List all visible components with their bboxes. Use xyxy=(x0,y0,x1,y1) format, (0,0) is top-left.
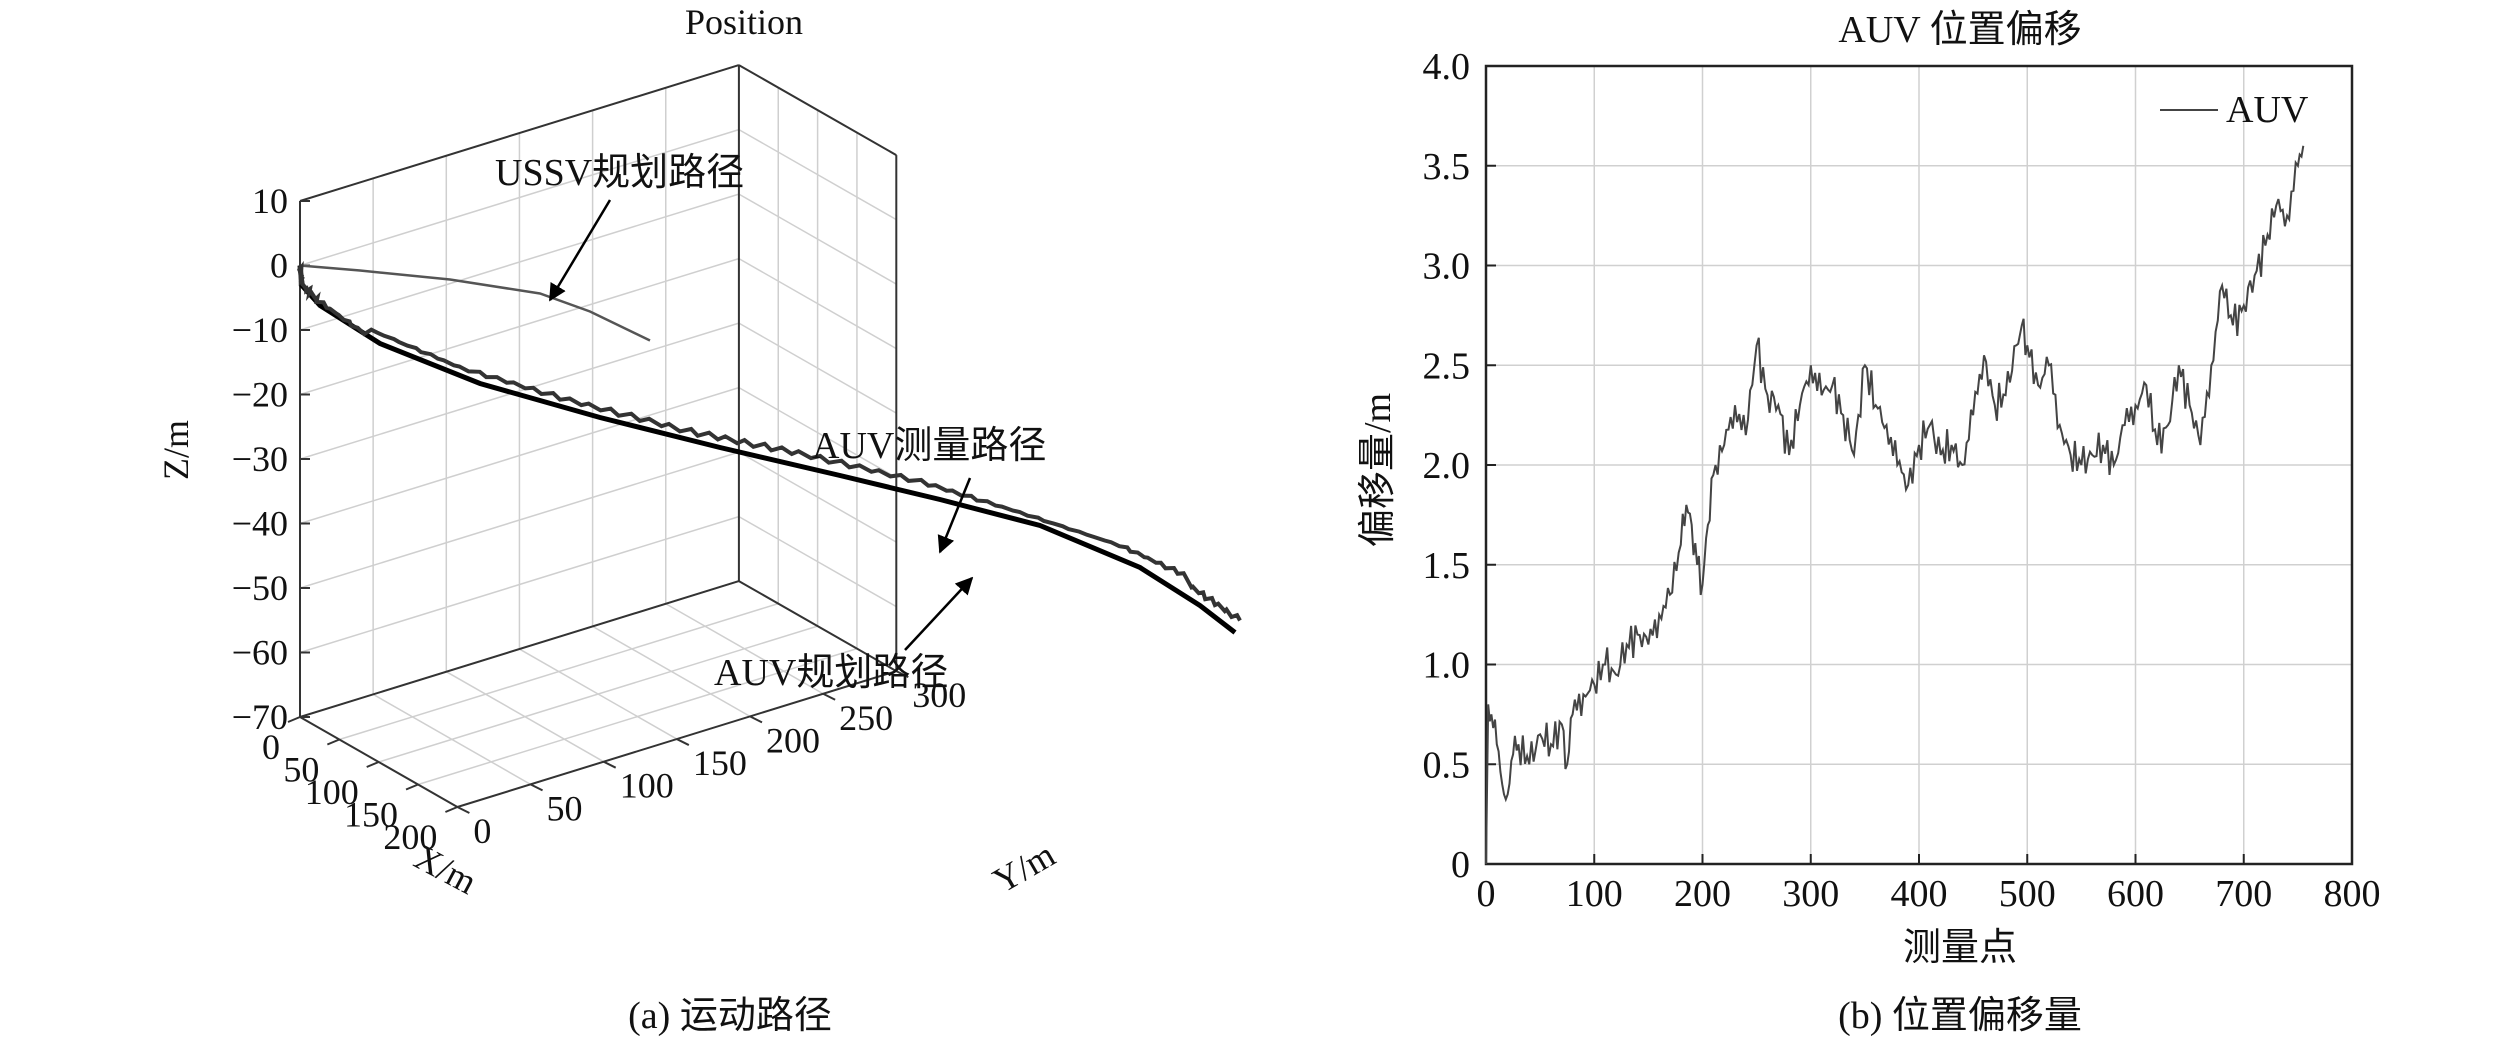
axis-edge xyxy=(738,64,897,156)
annotation-arrow-auv-measured xyxy=(937,477,972,554)
x-tick-mark xyxy=(326,738,340,746)
annotation-auv-planned: AUV规划路径 xyxy=(714,652,948,694)
annotation-arrow-auv-planned xyxy=(904,576,974,651)
2d-tick-labels: 0 100 200 300 400 500 600 700 800 4.0 3.5 3.0 2.5 2.0… xyxy=(1423,46,2381,915)
x-tick-label: 0 xyxy=(1477,873,1496,915)
y-tick-label: 50 xyxy=(547,788,583,828)
x-tick-label: 200 xyxy=(383,817,437,857)
y-tick-label: 300 xyxy=(912,675,966,715)
x-tick-label: 500 xyxy=(1999,873,2056,915)
x-tick-label: 50 xyxy=(283,750,319,790)
x-tick-label: 800 xyxy=(2324,873,2381,915)
y-tick-label: 150 xyxy=(693,743,747,783)
z-tick-label: −50 xyxy=(232,568,288,608)
2d-grid-lines xyxy=(1484,64,2354,866)
x-tick-label: 100 xyxy=(305,772,359,812)
y-tick-mark xyxy=(749,715,763,724)
axis-edge xyxy=(299,580,740,718)
x-tick-label: 0 xyxy=(262,727,280,767)
annotation-ussv: USSV规划路径 xyxy=(495,152,744,194)
y-tick-label: 4.0 xyxy=(1423,46,1471,88)
chart-a-zlabel: Z/m xyxy=(156,420,196,480)
x-tick-mark xyxy=(445,806,458,813)
x-tick-label: 300 xyxy=(1782,873,1839,915)
chart-auv-offset: 0 100 200 300 400 500 600 700 800 4.0 3.5 3.0 2.5 2.0… xyxy=(1357,9,2381,1037)
grid-line xyxy=(372,693,531,786)
y-tick-label: 0.5 xyxy=(1423,744,1471,786)
x-tick-label: 100 xyxy=(1566,873,1623,915)
grid-line xyxy=(665,603,824,695)
series-auv-planned-path xyxy=(297,265,1237,635)
chart-b-title: AUV 位置偏移 xyxy=(1838,9,2081,51)
chart-a-title: Position xyxy=(685,2,803,42)
chart-a-ylabel: Y/m xyxy=(986,834,1061,901)
series-auv-measured-path xyxy=(296,260,1242,622)
3d-annotations: USSV规划路径 AUV测量路径 AUV规划路径 xyxy=(495,152,1046,694)
x-tick-label: 200 xyxy=(1674,873,1731,915)
grid-line xyxy=(519,648,678,740)
x-tick-label: 400 xyxy=(1891,873,1948,915)
x-tick-mark xyxy=(287,716,301,723)
z-tick-label: −60 xyxy=(232,633,288,673)
chart-b-caption: (b) 位置偏移量 xyxy=(1838,995,2082,1037)
chart-b-legend: AUV xyxy=(2160,89,2309,131)
x-tick-mark xyxy=(366,761,380,768)
z-tick-label: −20 xyxy=(232,375,288,415)
series-ussv-planned-path xyxy=(299,264,651,342)
z-tick-label: 0 xyxy=(270,246,288,286)
grid-line xyxy=(592,625,751,718)
x-tick-mark xyxy=(405,783,419,791)
y-tick-mark xyxy=(603,760,617,769)
x-tick-label: 700 xyxy=(2215,873,2272,915)
y-tick-label: 2.5 xyxy=(1423,345,1471,387)
y-tick-label: 1.5 xyxy=(1423,545,1471,587)
z-tick-label: 10 xyxy=(252,181,288,221)
y-tick-label: 2.0 xyxy=(1423,445,1471,487)
3d-axes-box xyxy=(287,64,909,814)
y-tick-mark xyxy=(676,738,690,746)
y-tick-label: 200 xyxy=(766,720,820,760)
series-auv-offset-line xyxy=(1485,145,2305,865)
axis-edge xyxy=(738,580,897,672)
y-tick-label: 0 xyxy=(473,811,491,851)
y-tick-mark xyxy=(530,783,543,792)
y-tick-mark xyxy=(822,692,836,701)
z-tick-label: −70 xyxy=(232,697,288,737)
2d-series-line xyxy=(1485,145,2305,865)
chart-a-caption: (a) 运动路径 xyxy=(628,995,832,1037)
3d-series-paths xyxy=(296,260,1242,635)
z-tick-label: −10 xyxy=(232,310,288,350)
x-tick-label: 150 xyxy=(344,795,398,835)
x-tick-label: 600 xyxy=(2107,873,2164,915)
z-tick-label: −40 xyxy=(232,504,288,544)
legend-label-auv: AUV xyxy=(2226,89,2309,131)
y-tick-mark xyxy=(456,806,470,814)
grid-line xyxy=(445,671,605,763)
y-tick-mark xyxy=(895,670,909,678)
y-tick-label: 250 xyxy=(839,698,893,738)
axis-edge xyxy=(299,64,740,202)
z-tick-label: −30 xyxy=(232,439,288,479)
y-tick-label: 100 xyxy=(620,766,674,806)
y-tick-label: 0 xyxy=(1451,844,1470,886)
chart-b-ylabel: 偏移量/m xyxy=(1357,393,1399,547)
y-tick-label: 3.0 xyxy=(1423,246,1471,288)
annotation-arrow-ussv xyxy=(548,199,612,302)
chart-b-xlabel: 测量点 xyxy=(1903,927,2017,969)
y-tick-label: 3.5 xyxy=(1423,146,1471,188)
annotation-auv-measured: AUV测量路径 xyxy=(812,425,1046,467)
y-tick-label: 1.0 xyxy=(1423,645,1471,687)
